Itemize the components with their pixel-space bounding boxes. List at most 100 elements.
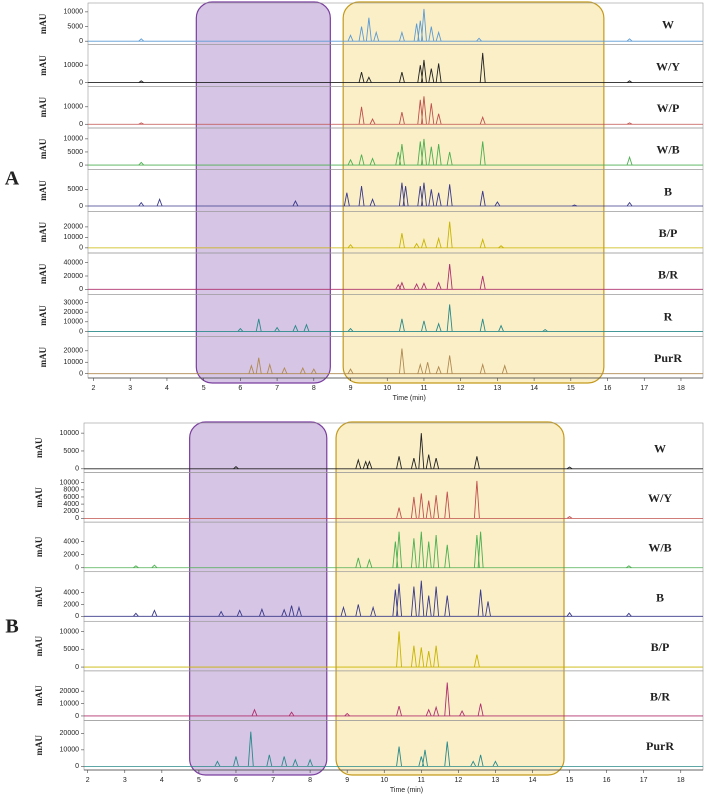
y-tick-label: 0 (75, 565, 79, 572)
y-tick-label: 20000 (60, 730, 80, 737)
peak (398, 72, 405, 83)
peak (396, 507, 402, 519)
peak (479, 141, 486, 166)
peak (398, 182, 405, 207)
peak (288, 711, 295, 717)
peak (369, 157, 376, 166)
peak (288, 605, 295, 617)
highlight-region (189, 421, 328, 776)
y-tick-label: 5000 (63, 646, 79, 653)
peak (366, 460, 373, 469)
peak (247, 731, 254, 767)
y-tick-label: 10000 (64, 104, 84, 111)
trace-name: W/P (657, 101, 680, 115)
peak (369, 117, 376, 125)
x-tick-label: 14 (530, 385, 538, 392)
x-axis-label: Time (min) (393, 395, 426, 402)
peak (428, 103, 435, 125)
peak (435, 30, 442, 42)
x-tick-label: 9 (345, 777, 349, 784)
y-axis-label: mAU (38, 180, 48, 201)
x-tick-label: 17 (640, 385, 648, 392)
y-tick-label: 5000 (67, 186, 83, 193)
peak (398, 111, 405, 125)
peak (343, 192, 350, 207)
peak (435, 192, 442, 207)
trace-name: B/P (651, 640, 670, 654)
peak (398, 144, 405, 166)
trace-name: B (656, 590, 664, 604)
peak (422, 749, 428, 767)
x-tick-label: 9 (349, 385, 353, 392)
y-axis-label: mAU (38, 305, 48, 326)
peak (498, 324, 504, 332)
y-tick-label: 10000 (64, 136, 84, 143)
peak (421, 8, 427, 42)
x-tick-label: 8 (308, 777, 312, 784)
y-tick-label: 0 (75, 466, 79, 473)
peak (485, 601, 491, 617)
peak (281, 756, 288, 767)
peak (398, 30, 405, 42)
x-tick-label: 16 (604, 385, 612, 392)
y-tick-label: 20000 (64, 348, 84, 355)
peak (402, 185, 409, 207)
peak (421, 96, 427, 125)
peak (428, 26, 435, 42)
y-tick-label: 10000 (60, 430, 80, 437)
peak (428, 189, 435, 207)
peak (425, 454, 432, 469)
peak (307, 758, 314, 767)
y-tick-label: 0 (75, 613, 79, 620)
peak (310, 368, 317, 374)
peak (421, 182, 427, 207)
peak (281, 608, 288, 617)
peak (446, 263, 453, 290)
peak (566, 611, 573, 617)
peak (473, 456, 480, 469)
y-tick-label: 4000 (63, 538, 79, 545)
peak (138, 201, 145, 207)
peak (418, 433, 425, 469)
x-tick-label: 10 (383, 385, 391, 392)
peak (435, 236, 442, 248)
y-tick-label: 0 (79, 328, 83, 335)
peak (446, 151, 453, 166)
peak (292, 199, 299, 207)
y-axis-label: mAU (34, 487, 44, 508)
y-tick-label: 5000 (67, 23, 83, 30)
peak (470, 760, 477, 767)
y-tick-label: 4000 (63, 501, 79, 508)
peak (266, 754, 273, 767)
x-tick-label: 15 (567, 385, 575, 392)
peak (355, 557, 362, 568)
peak (626, 201, 633, 207)
peak (477, 703, 484, 717)
peak (292, 758, 299, 767)
x-tick-label: 4 (160, 777, 164, 784)
peak (418, 531, 425, 568)
peak (373, 30, 380, 42)
peak (296, 605, 302, 617)
trace-name: B/R (658, 268, 678, 282)
x-tick-label: 5 (202, 385, 206, 392)
y-tick-label: 2000 (63, 551, 79, 558)
panel-label: B (5, 616, 18, 638)
peak (138, 122, 144, 125)
peak (156, 198, 163, 207)
x-tick-label: 12 (457, 385, 465, 392)
peak (473, 480, 480, 519)
y-axis-label: mAU (34, 437, 44, 458)
peak (444, 682, 451, 716)
peak (542, 328, 548, 332)
y-tick-label: 0 (75, 763, 79, 770)
peak (410, 496, 417, 519)
peak (435, 113, 442, 125)
peak (344, 712, 350, 717)
peak (479, 115, 486, 125)
peak (428, 146, 435, 166)
trace-name: PurR (654, 351, 682, 365)
trace-name: W (662, 18, 674, 32)
peak (479, 237, 486, 248)
peak (446, 355, 453, 374)
